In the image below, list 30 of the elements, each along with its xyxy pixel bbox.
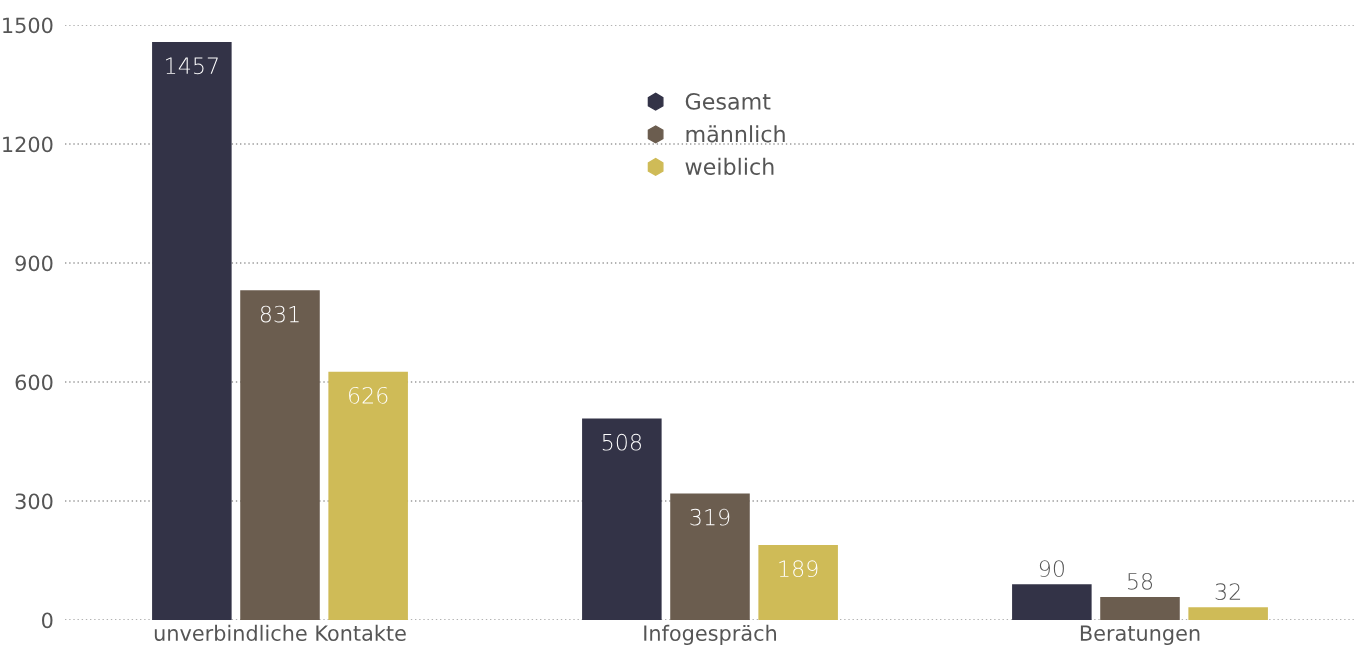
data-label: 32 <box>1215 583 1241 601</box>
y-tick-label: 900 <box>15 255 53 272</box>
y-tick-label: 1500 <box>3 17 53 34</box>
data-label: 90 <box>1039 560 1064 578</box>
x-tick-label: Beratungen <box>1080 625 1200 646</box>
x-tick-label: unverbindliche Kontakte <box>154 624 406 641</box>
y-tick-label: 300 <box>15 493 53 510</box>
data-label: 1457 <box>166 57 218 75</box>
bar <box>328 371 408 620</box>
legend-label: weiblich <box>685 157 774 176</box>
legend-label: Gesamt <box>685 92 771 110</box>
bar <box>240 290 320 620</box>
data-label: 58 <box>1128 572 1153 590</box>
data-label: 626 <box>349 386 388 404</box>
data-label: 189 <box>779 560 818 578</box>
bar <box>1188 607 1268 620</box>
bar <box>1012 584 1092 620</box>
x-tick-label: Infogespräch <box>644 624 776 646</box>
data-label: 831 <box>260 305 299 323</box>
legend-label: männlich <box>686 125 785 143</box>
data-label: 508 <box>602 433 641 451</box>
bar <box>670 493 750 620</box>
bar <box>758 545 838 620</box>
data-label: 319 <box>690 508 730 526</box>
bar <box>152 42 232 620</box>
y-tick-label: 1200 <box>3 136 53 153</box>
bar <box>582 418 662 620</box>
bar <box>1100 596 1180 620</box>
y-tick-label: 600 <box>15 374 53 391</box>
y-tick-label: 0 <box>42 612 53 629</box>
